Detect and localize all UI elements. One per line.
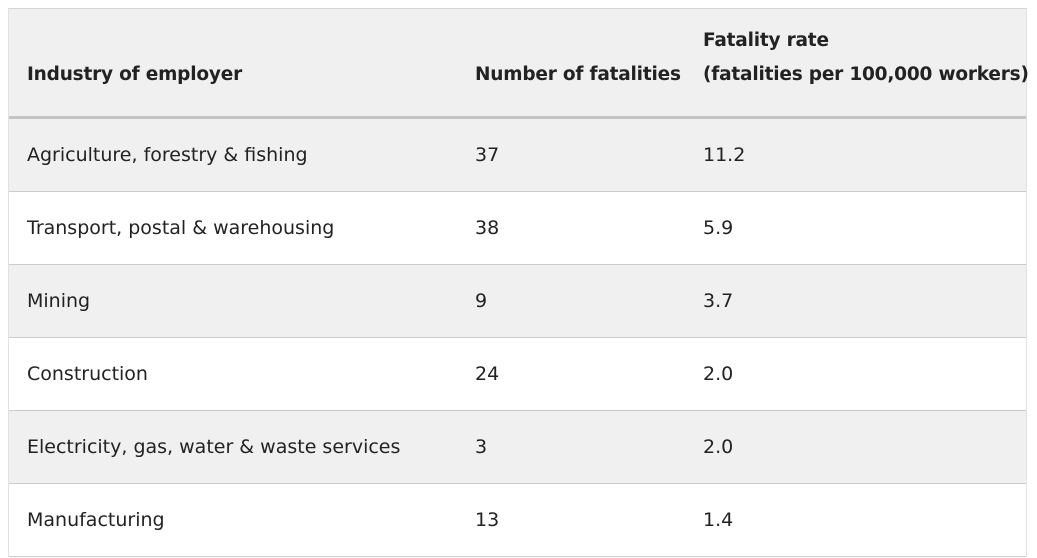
industry-cell: Agriculture, forestry & fishing [27,144,308,166]
fatalities-table: Industry of employer Number of fatalitie… [8,8,1029,557]
table-row: Manufacturing 13 1.4 [9,484,1026,557]
header-fatality-rate-unit: (fatalities per 100,000 workers) [703,64,1029,85]
table-header: Industry of employer Number of fatalitie… [9,9,1029,119]
industry-cell: Transport, postal & warehousing [27,217,335,239]
rate-cell: 3.7 [703,290,734,312]
fatalities-cell: 3 [475,436,488,458]
table-row: Construction 24 2.0 [9,338,1026,411]
industry-cell: Electricity, gas, water & waste services [27,436,401,458]
header-fatality-rate: Fatality rate (fatalities per 100,000 wo… [703,24,1029,92]
rate-cell: 11.2 [703,144,746,166]
table-row: Transport, postal & warehousing 38 5.9 [9,192,1026,265]
fatalities-cell: 13 [475,509,500,531]
industry-cell: Manufacturing [27,509,165,531]
fatalities-cell: 24 [475,363,500,385]
fatalities-cell: 9 [475,290,488,312]
fatalities-cell: 38 [475,217,500,239]
industry-cell: Construction [27,363,148,385]
table-row: Agriculture, forestry & fishing 37 11.2 [9,119,1026,192]
fatalities-cell: 37 [475,144,500,166]
table-row: Electricity, gas, water & waste services… [9,411,1026,484]
rate-cell: 1.4 [703,509,734,531]
rate-cell: 2.0 [703,436,734,458]
industry-cell: Mining [27,290,91,312]
header-fatality-rate-title: Fatality rate [703,30,829,51]
rate-cell: 5.9 [703,217,734,239]
header-industry: Industry of employer [27,64,242,85]
rate-cell: 2.0 [703,363,734,385]
header-fatalities: Number of fatalities [475,64,681,85]
table-row: Mining 9 3.7 [9,265,1026,338]
